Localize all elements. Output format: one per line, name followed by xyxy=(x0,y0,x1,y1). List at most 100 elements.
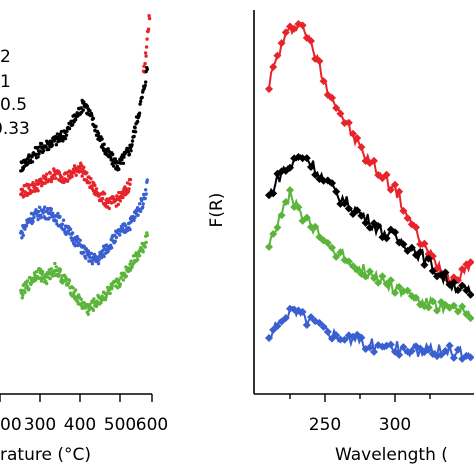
x-tick-label: 300 xyxy=(24,415,56,435)
x-tick-label: 600 xyxy=(136,415,168,435)
scatter-point xyxy=(66,178,70,182)
scatter-point xyxy=(128,182,132,186)
scatter-point xyxy=(128,227,132,232)
data-marker xyxy=(395,350,404,359)
scatter-point xyxy=(69,236,73,240)
scatter-point xyxy=(84,256,88,260)
data-marker xyxy=(374,222,383,231)
scatter-point xyxy=(103,297,108,302)
scatter-point xyxy=(80,174,84,178)
scatter-point xyxy=(141,205,145,209)
data-marker xyxy=(454,307,462,316)
scatter-point xyxy=(47,147,51,152)
scatter-point xyxy=(96,131,101,136)
scatter-point xyxy=(127,187,131,191)
scatter-point xyxy=(124,274,129,278)
right-y-axis-title: F(R) xyxy=(207,193,227,228)
scatter-point xyxy=(53,261,57,266)
scatter-point xyxy=(137,202,142,206)
data-marker xyxy=(412,293,420,302)
right-x-ticks: 250 300 xyxy=(289,394,431,435)
scatter-point xyxy=(87,181,92,185)
scatter-point xyxy=(91,308,96,312)
legend-entry-0-5: 0.5 xyxy=(0,95,27,115)
scatter-point xyxy=(41,211,45,215)
data-marker xyxy=(428,297,437,306)
data-marker xyxy=(298,21,307,30)
scatter-point xyxy=(86,249,91,253)
scatter-point xyxy=(54,265,58,269)
data-marker xyxy=(458,265,467,274)
scatter-point xyxy=(61,218,66,222)
scatter-point xyxy=(54,143,58,147)
data-marker xyxy=(349,129,357,138)
x-tick-label: 300 xyxy=(379,415,411,435)
scatter-point xyxy=(135,119,140,124)
data-marker xyxy=(281,198,290,207)
scatter-point xyxy=(51,274,55,278)
scatter-point xyxy=(54,219,58,223)
scatter-point xyxy=(94,124,98,129)
scatter-point xyxy=(85,104,90,108)
scatter-point xyxy=(145,37,149,41)
scatter-point xyxy=(79,297,83,301)
scatter-point xyxy=(88,255,92,260)
data-marker xyxy=(332,187,341,196)
data-marker xyxy=(399,206,408,215)
data-marker xyxy=(286,186,294,195)
scatter-point xyxy=(143,83,147,88)
scatter-point xyxy=(108,291,112,296)
scatter-point xyxy=(88,109,92,113)
scatter-point xyxy=(129,149,133,153)
data-marker xyxy=(403,214,412,223)
data-marker xyxy=(378,272,387,281)
scatter-point xyxy=(143,51,148,55)
scatter-point xyxy=(20,296,24,300)
data-marker xyxy=(302,154,311,163)
scatter-point xyxy=(49,267,53,271)
data-marker xyxy=(454,345,462,354)
data-marker xyxy=(391,180,399,189)
data-marker xyxy=(315,57,324,66)
data-marker xyxy=(273,51,282,60)
data-marker xyxy=(361,218,370,227)
data-marker xyxy=(269,63,278,72)
scatter-point xyxy=(24,224,29,228)
scatter-point xyxy=(36,155,40,159)
scatter-point xyxy=(39,279,44,283)
data-marker xyxy=(323,238,332,247)
data-marker xyxy=(332,103,341,112)
scatter-point xyxy=(91,189,96,193)
scatter-point xyxy=(64,133,69,137)
right-series-group xyxy=(265,20,474,363)
scatter-point xyxy=(132,218,136,222)
data-marker xyxy=(382,170,391,179)
scatter-point xyxy=(93,183,97,188)
data-marker xyxy=(286,163,294,172)
data-marker xyxy=(319,77,328,86)
scatter-point xyxy=(138,102,142,106)
data-marker xyxy=(420,260,429,269)
scatter-point xyxy=(110,246,114,250)
scatter-point xyxy=(112,164,116,168)
scatter-point xyxy=(145,178,149,182)
scatter-point xyxy=(69,119,73,124)
data-marker xyxy=(353,206,362,215)
scatter-point xyxy=(44,145,48,149)
data-marker xyxy=(298,307,307,316)
data-marker xyxy=(407,243,416,252)
data-marker xyxy=(370,347,378,356)
scatter-point xyxy=(118,282,123,286)
scatter-point xyxy=(102,254,106,259)
scatter-point xyxy=(90,114,94,118)
left-x-ticks: 00 300 400 500 600 xyxy=(0,394,168,435)
data-marker xyxy=(311,222,320,231)
scatter-point xyxy=(71,286,75,290)
scatter-point xyxy=(139,99,143,104)
scatter-point xyxy=(49,179,53,184)
data-marker xyxy=(353,265,362,274)
data-marker xyxy=(311,170,320,179)
scatter-point xyxy=(133,126,137,130)
